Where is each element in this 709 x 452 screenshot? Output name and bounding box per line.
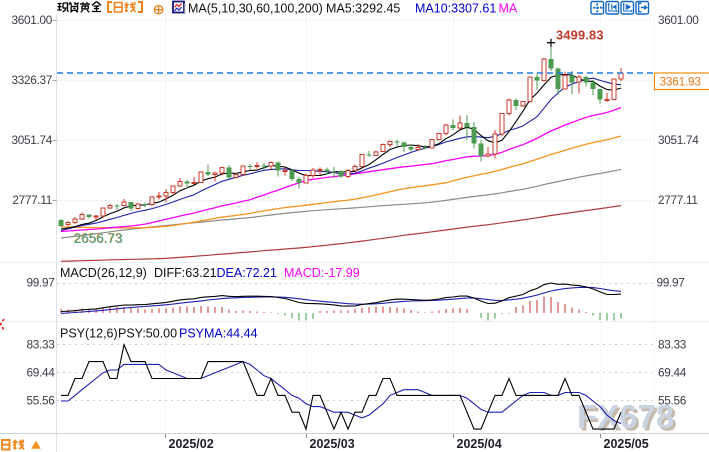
svg-text:2025/04: 2025/04 — [457, 437, 502, 451]
svg-text:2777.11: 2777.11 — [12, 193, 52, 207]
svg-text:PSY:50.00: PSY:50.00 — [118, 327, 177, 341]
svg-text:3601.00: 3601.00 — [11, 13, 52, 27]
svg-text:DEA:72.21: DEA:72.21 — [217, 266, 278, 280]
svg-text:99.97: 99.97 — [657, 275, 685, 289]
svg-text:83.33: 83.33 — [26, 337, 55, 351]
svg-text:PSYMA:44.44: PSYMA:44.44 — [179, 327, 258, 341]
svg-text:2025/03: 2025/03 — [310, 437, 355, 451]
svg-text:MACD(26,12,9): MACD(26,12,9) — [60, 266, 147, 280]
svg-text:MA(5,10,30,60,100,200): MA(5,10,30,60,100,200) — [188, 1, 323, 15]
svg-text:2656.73: 2656.73 — [74, 231, 123, 246]
svg-text:MA: MA — [499, 1, 518, 15]
svg-text:2656.73: 2656.73 — [73, 231, 122, 246]
svg-text:MA5:3292.45: MA5:3292.45 — [326, 1, 400, 15]
svg-text:2777.11: 2777.11 — [658, 193, 698, 207]
svg-text:FX678: FX678 — [580, 401, 677, 438]
svg-text:83.33: 83.33 — [658, 337, 687, 351]
svg-text:3601.00: 3601.00 — [658, 13, 699, 27]
svg-text:3051.74: 3051.74 — [11, 133, 52, 147]
svg-text:3361.93: 3361.93 — [660, 75, 702, 89]
svg-text:55.56: 55.56 — [658, 393, 687, 407]
svg-text:MACD:-17.99: MACD:-17.99 — [284, 266, 360, 280]
svg-text:3499.83: 3499.83 — [556, 28, 604, 43]
svg-text:3326.37: 3326.37 — [11, 73, 52, 87]
svg-text:2025/05: 2025/05 — [604, 437, 649, 451]
svg-text:55.56: 55.56 — [26, 393, 55, 407]
svg-text:PSY(12,6): PSY(12,6) — [60, 327, 118, 341]
svg-text:99.97: 99.97 — [26, 275, 54, 289]
svg-text:2025/02: 2025/02 — [169, 437, 214, 451]
svg-text:69.44: 69.44 — [26, 365, 55, 379]
svg-text:MA10:3307.61: MA10:3307.61 — [415, 1, 496, 15]
svg-text:69.44: 69.44 — [658, 365, 687, 379]
svg-text:3051.74: 3051.74 — [658, 133, 699, 147]
svg-text:DIFF:63.21: DIFF:63.21 — [154, 266, 217, 280]
